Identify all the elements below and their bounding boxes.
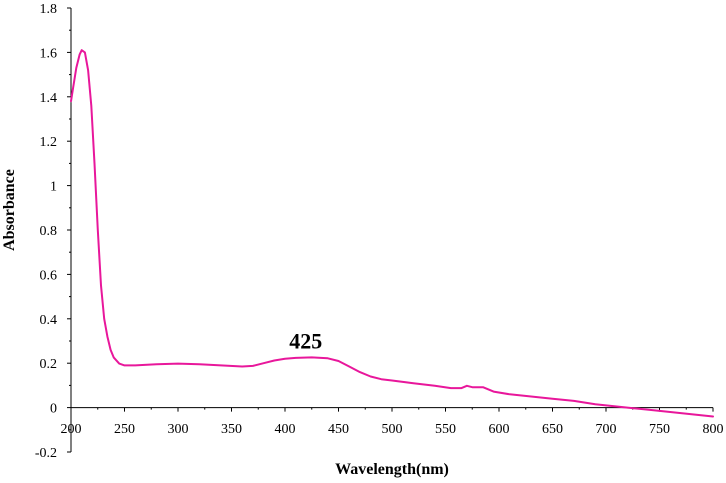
x-tick-label: 600: [489, 422, 510, 437]
axis-ticks: [67, 7, 714, 453]
x-tick-label: 650: [542, 422, 563, 437]
y-tick-label: -0.2: [35, 446, 57, 461]
x-tick-label: 550: [435, 422, 456, 437]
y-tick-label: 0.8: [40, 224, 58, 239]
y-tick-label: 1.4: [40, 91, 58, 106]
annotations: 425: [289, 328, 322, 353]
y-tick-label: 0.6: [40, 268, 58, 283]
x-tick-label: 400: [275, 422, 296, 437]
x-tick-label: 350: [221, 422, 242, 437]
y-tick-label: 1.2: [40, 135, 58, 150]
y-tick-labels: -0.2 0 0.2 0.4 0.6 0.8 1 1.2 1.4 1.6 1.8: [35, 2, 57, 461]
peak-annotation: 425: [289, 328, 322, 353]
y-tick-label: 1.8: [40, 2, 58, 17]
y-tick-label: 1.6: [40, 46, 58, 61]
x-tick-label: 500: [382, 422, 403, 437]
x-tick-label: 750: [649, 422, 670, 437]
x-tick-label: 450: [328, 422, 349, 437]
x-tick-labels: 200 250 300 350 400 450 500 550 600 650 700 750 800: [61, 422, 724, 437]
absorbance-series-line: [70, 49, 714, 418]
x-axis-title: Wavelength(nm): [335, 461, 449, 478]
y-axis-title: Absorbance: [1, 169, 18, 251]
y-tick-label: 1: [50, 180, 57, 195]
y-tick-label: 0: [50, 402, 57, 417]
y-tick-label: 0.4: [40, 313, 58, 328]
x-tick-label: 250: [114, 422, 135, 437]
y-tick-label: 0.2: [40, 357, 58, 372]
x-tick-label: 300: [168, 422, 189, 437]
x-tick-label: 700: [596, 422, 617, 437]
x-tick-label: 800: [703, 422, 724, 437]
